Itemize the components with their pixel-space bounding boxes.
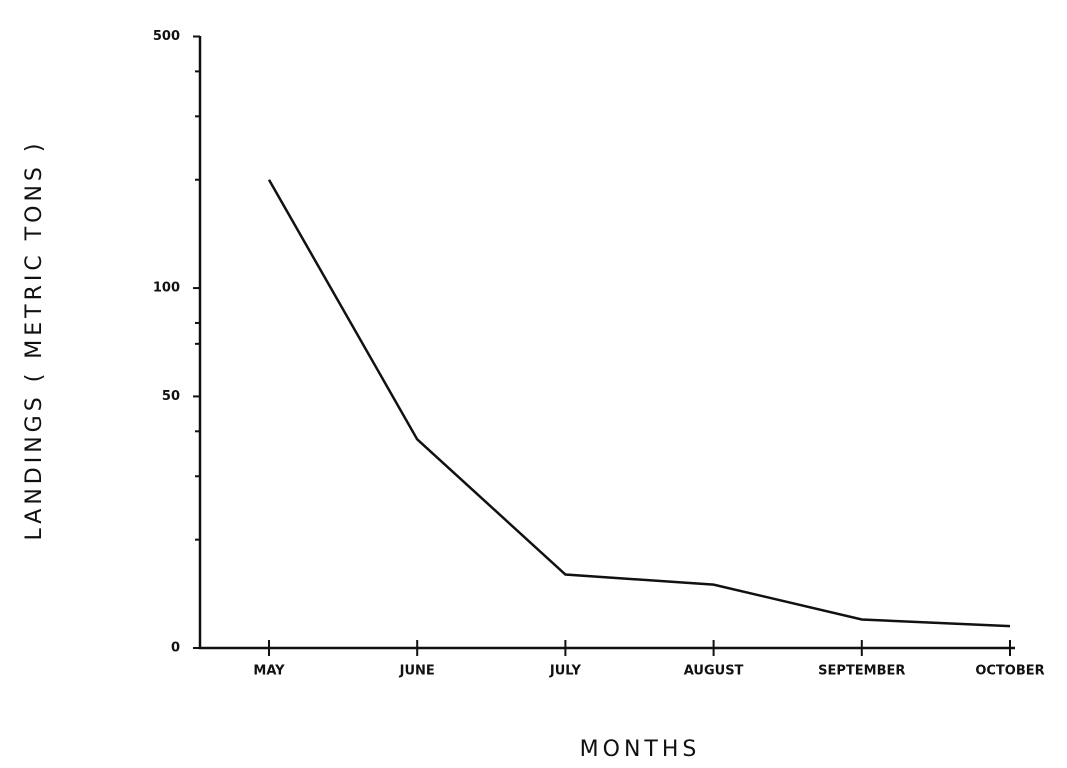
x-tick-label: OCTOBER — [975, 664, 1044, 679]
y-axis-title: LANDINGS ( METRIC TONS ) — [22, 140, 47, 541]
x-tick-label: JUNE — [399, 664, 435, 679]
y-tick-label: 0 — [171, 641, 180, 656]
y-tick-label: 500 — [153, 29, 180, 44]
data-line — [267, 179, 1011, 628]
x-tick-label: MAY — [253, 664, 285, 679]
x-tick-label: SEPTEMBER — [818, 664, 905, 679]
y-tick-label: 100 — [153, 281, 180, 296]
x-tick-label: JULY — [549, 664, 582, 679]
y-tick-label: 50 — [162, 389, 180, 404]
x-tick-label: AUGUST — [684, 664, 744, 679]
x-axis-title: MONTHS — [580, 737, 701, 762]
